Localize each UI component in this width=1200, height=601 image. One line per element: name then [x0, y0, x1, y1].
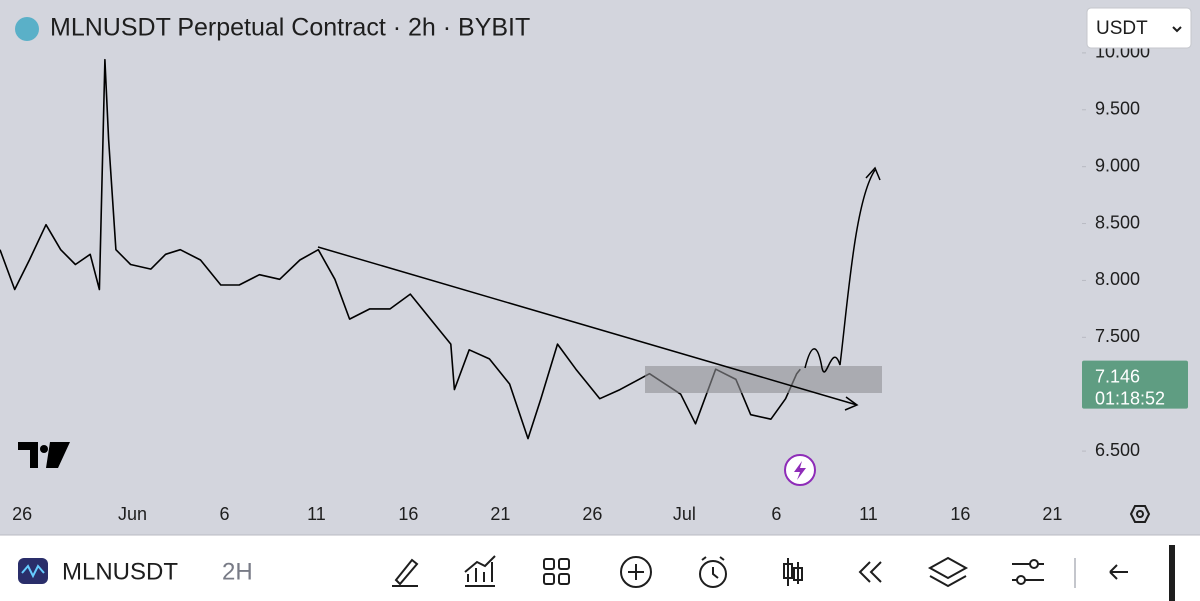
indicators[interactable] — [464, 555, 496, 587]
draw-tool[interactable] — [392, 558, 419, 587]
layout[interactable] — [543, 558, 555, 570]
undo[interactable] — [1109, 564, 1128, 580]
layers[interactable] — [927, 556, 969, 588]
x-tick-label: 26 — [12, 504, 32, 524]
add-plus[interactable] — [628, 564, 644, 580]
replay[interactable] — [858, 561, 882, 583]
price-line — [0, 58, 801, 440]
x-tick-label: 16 — [950, 504, 970, 524]
bar-style[interactable] — [783, 558, 803, 586]
x-tick-label: 21 — [490, 504, 510, 524]
event-bolt[interactable] — [794, 461, 806, 480]
y-tick-label: 9.000 — [1095, 155, 1140, 175]
x-tick-label: 16 — [398, 504, 418, 524]
toolbar-symbol[interactable]: MLNUSDT — [62, 558, 178, 585]
layout[interactable] — [558, 558, 570, 570]
trendline — [317, 246, 858, 406]
y-tick-label: 8.500 — [1095, 212, 1140, 232]
symbol-badge-wave[interactable] — [21, 564, 45, 579]
layout[interactable] — [543, 573, 555, 585]
alert[interactable] — [699, 560, 727, 588]
y-tick-label: 6.500 — [1095, 440, 1140, 460]
symbol-icon — [15, 17, 39, 41]
chevron[interactable] — [1172, 26, 1182, 33]
currency-select[interactable] — [1086, 7, 1192, 49]
layout[interactable] — [558, 573, 570, 585]
axis-settings-dot[interactable] — [1136, 510, 1144, 518]
y-tick-label: 9.500 — [1095, 99, 1140, 119]
zone-box — [645, 366, 882, 393]
add[interactable] — [620, 556, 652, 588]
x-tick-label: Jun — [118, 504, 147, 524]
symbol-badge[interactable] — [18, 558, 48, 584]
alert-hands[interactable] — [701, 556, 725, 579]
toolbar-icons — [392, 545, 1175, 601]
axis-settings[interactable] — [1129, 505, 1151, 523]
y-tick-label: 8.000 — [1095, 269, 1140, 289]
x-tick-label: 21 — [1042, 504, 1062, 524]
x-tick-label: 6 — [771, 504, 781, 524]
last-price: 7.146 — [1095, 366, 1140, 386]
tv-logo — [18, 442, 70, 468]
y-tick-label: 7.500 — [1095, 326, 1140, 346]
tv-logo-dot — [40, 445, 48, 453]
countdown: 01:18:52 — [1095, 388, 1165, 408]
projection-arrowhead — [865, 166, 881, 181]
chart-title: MLNUSDT Perpetual Contract · 2h · BYBIT — [50, 14, 530, 42]
toolbar-interval[interactable]: 2H — [222, 558, 253, 585]
x-tick-label: 11 — [859, 504, 878, 524]
settings-knob[interactable] — [1029, 559, 1039, 569]
settings-knob[interactable] — [1016, 575, 1026, 585]
x-tick-label: 11 — [307, 504, 326, 524]
x-tick-label: 26 — [582, 504, 602, 524]
toolbar-bg — [0, 535, 1200, 601]
price-badge — [1082, 360, 1188, 409]
projection — [804, 169, 876, 373]
currency-label[interactable]: USDT — [1096, 18, 1148, 39]
x-tick-label: Jul — [673, 504, 696, 524]
x-tick-label: 6 — [219, 504, 229, 524]
trend-arrowhead — [844, 396, 859, 411]
